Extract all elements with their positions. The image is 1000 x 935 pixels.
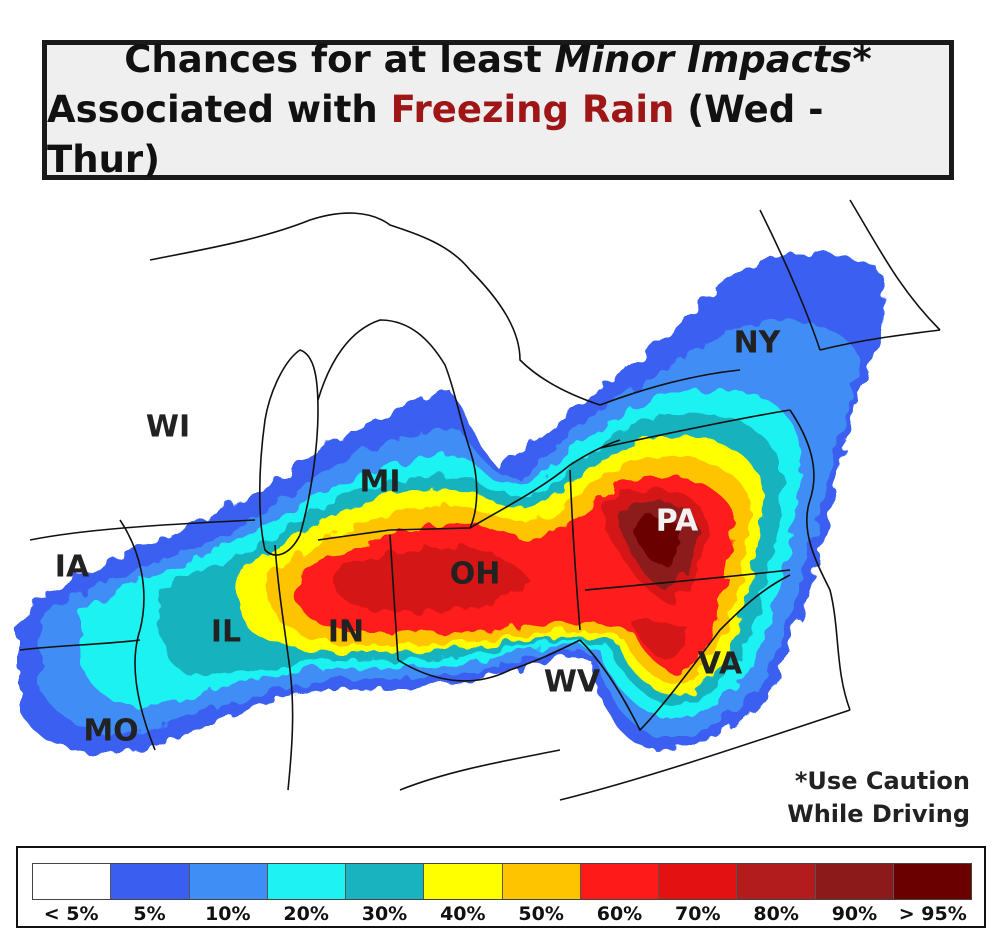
legend-swatch-9 [737, 864, 816, 899]
in-oh-border [389, 534, 399, 661]
legend-swatch-4 [346, 864, 425, 899]
legend-label-1: 5% [133, 903, 166, 925]
caution-note: *Use Caution While Driving [787, 765, 970, 831]
legend-label-5: 40% [440, 903, 486, 925]
legend-swatches [32, 863, 972, 900]
oh-river [397, 639, 581, 682]
state-label-wi: WI [146, 410, 190, 445]
legend-swatch-6 [502, 864, 581, 899]
ia-mo-border [19, 639, 141, 651]
title-line-1: Chances for at least Minor Impacts* [124, 38, 872, 81]
eastern-seaboard [789, 409, 851, 711]
legend-swatch-0 [33, 864, 112, 899]
shade-95pct [633, 516, 681, 567]
legend-swatch-7 [580, 864, 659, 899]
lower-michigan-outline [317, 319, 478, 541]
probability-shading [18, 253, 884, 754]
ky-tn-border [399, 749, 561, 791]
va-southern-border [559, 709, 851, 801]
legend-swatch-8 [659, 864, 738, 899]
freezing-rain-map: WI MI IA IL IN OH MO PA NY WV VA [18, 199, 941, 801]
lake-ontario-outline [599, 369, 741, 406]
state-label-wv: WV [544, 665, 601, 700]
wv-va-border [579, 574, 791, 731]
state-label-il: IL [211, 615, 241, 650]
legend-label-7: 60% [596, 903, 643, 925]
title-line-2: Associated with Freezing Rain (Wed - Thu… [47, 88, 824, 181]
pa-southern-border [584, 569, 791, 591]
legend-label-6: 50% [518, 903, 564, 925]
state-label-mo: MO [83, 714, 138, 749]
caution-line-1: *Use Caution [794, 767, 970, 795]
mississippi-river [119, 519, 156, 751]
legend-labels: < 5% 5% 10% 20% 30% 40% 50% 60% 70% 80% 90% > 95% [32, 903, 972, 925]
wi-il-border [29, 519, 256, 541]
legend-label-11: > 95% [898, 903, 967, 925]
caution-line-2: While Driving [787, 800, 970, 828]
state-label-va: VA [698, 647, 743, 682]
pa-ny-border [599, 409, 791, 449]
upper-great-lakes-shore [149, 212, 601, 406]
oh-pa-border [569, 469, 581, 631]
legend-label-9: 80% [753, 903, 799, 925]
new-england-borders [759, 199, 941, 351]
legend-label-0: < 5% [43, 903, 99, 925]
state-label-mi: MI [359, 465, 400, 500]
legend-label-3: 20% [283, 903, 329, 925]
legend-swatch-5 [424, 864, 503, 899]
legend-label-8: 70% [675, 903, 721, 925]
shade-70pct [335, 489, 709, 661]
map-title-box: Chances for at least Minor Impacts* Asso… [42, 38, 954, 181]
legend-label-4: 30% [361, 903, 408, 925]
lake-michigan-outline [258, 349, 319, 556]
state-label-oh: OH [450, 557, 501, 592]
legend-swatch-10 [815, 864, 894, 899]
legend-swatch-11 [893, 864, 971, 899]
state-labels: WI MI IA IL IN OH MO PA NY WV VA [55, 326, 782, 749]
state-borders [19, 199, 941, 801]
legend-swatch-2 [189, 864, 268, 899]
state-label-in: IN [328, 615, 364, 650]
state-label-pa: PA [656, 504, 699, 539]
state-label-ny: NY [734, 326, 782, 361]
legend-label-2: 10% [205, 903, 251, 925]
probability-legend: < 5% 5% 10% 20% 30% 40% 50% 60% 70% 80% 90% > 95% [16, 846, 986, 928]
legend-swatch-1 [111, 864, 190, 899]
il-in-border [274, 544, 294, 791]
lake-erie-outline [469, 439, 621, 529]
state-label-ia: IA [55, 550, 90, 585]
legend-label-10: 90% [831, 903, 878, 925]
legend-swatch-3 [267, 864, 346, 899]
